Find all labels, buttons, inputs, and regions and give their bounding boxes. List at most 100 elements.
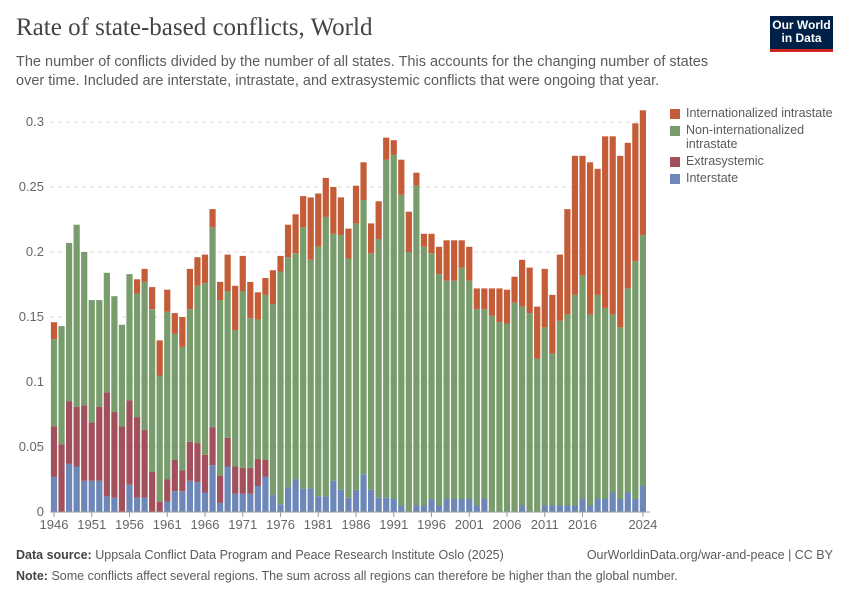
url-link[interactable]: OurWorldinData.org/war-and-peace | CC BY xyxy=(586,548,833,562)
bar-segment xyxy=(632,261,639,499)
bar-segment xyxy=(73,224,80,407)
bar-segment xyxy=(254,458,261,486)
bar-segment xyxy=(50,322,58,340)
bar-segment xyxy=(126,484,133,512)
note: Note: Some conflicts affect several regi… xyxy=(16,569,678,583)
bar-segment xyxy=(639,235,646,486)
bar-segment xyxy=(617,155,624,328)
bar-segment xyxy=(88,480,95,512)
legend-item[interactable]: Internationalized intrastate xyxy=(670,106,850,120)
bar-segment xyxy=(247,467,254,494)
bar-segment xyxy=(58,444,65,512)
bar-segment xyxy=(322,177,329,217)
bar-segment xyxy=(549,294,556,354)
legend-item[interactable]: Interstate xyxy=(670,171,850,185)
legend-item[interactable]: Extrasystemic xyxy=(670,154,850,168)
bar-segment xyxy=(269,304,277,496)
bar-segment xyxy=(571,155,579,295)
bar-segment xyxy=(284,487,292,512)
bar-segment xyxy=(564,314,571,506)
bar-segment xyxy=(66,242,73,402)
bar-segment xyxy=(50,476,58,512)
bar-segment xyxy=(503,323,511,512)
bar-segment xyxy=(526,313,533,512)
bar-segment xyxy=(602,499,609,512)
bar-segment xyxy=(149,309,156,472)
x-tick-label: 1981 xyxy=(304,517,333,532)
bar-segment xyxy=(609,314,616,493)
owid-logo[interactable]: Our World in Data xyxy=(770,16,833,52)
bar-segment xyxy=(179,491,186,512)
bar-segment xyxy=(345,258,352,498)
bar-segment xyxy=(133,279,141,294)
bar-segment xyxy=(81,252,88,406)
source-url[interactable]: OurWorldinData.org/war-and-peace | CC BY xyxy=(587,548,833,562)
bar-segment xyxy=(375,239,382,498)
bar-segment xyxy=(639,486,646,512)
bar-segment xyxy=(81,405,88,481)
bar-segment xyxy=(111,497,118,512)
bar-segment xyxy=(50,426,58,477)
bar-segment xyxy=(284,257,292,488)
bar-segment xyxy=(156,375,163,502)
bar-segment xyxy=(519,505,526,512)
bar-segment xyxy=(239,467,246,494)
bar-segment xyxy=(247,318,254,468)
bar-segment xyxy=(556,254,563,321)
bar-segment xyxy=(232,285,239,330)
bar-segment xyxy=(126,400,133,485)
bar-segment xyxy=(360,162,367,200)
bar-segment xyxy=(66,401,73,464)
bar-segment xyxy=(179,470,186,492)
bar-segment xyxy=(337,489,344,512)
legend-item[interactable]: Non-internationalized intrastate xyxy=(670,123,850,151)
bar-segment xyxy=(88,422,95,481)
legend-label: Non-internationalized intrastate xyxy=(686,123,805,151)
bar-segment xyxy=(50,339,58,427)
bar-segment xyxy=(103,272,110,393)
bar-segment xyxy=(466,499,473,512)
bar-segment xyxy=(186,309,193,442)
bar-segment xyxy=(473,505,480,512)
bar-segment xyxy=(133,293,141,418)
source-label: Data source: xyxy=(16,548,92,562)
logo-text: Our World in Data xyxy=(772,18,831,45)
y-tick-label: 0.25 xyxy=(19,179,44,194)
legend-swatch xyxy=(670,126,680,136)
bar-segment xyxy=(217,300,224,476)
bar-segment xyxy=(496,322,503,512)
bar-segment xyxy=(209,209,216,228)
bar-segment xyxy=(186,268,193,310)
bar-segment xyxy=(360,474,367,512)
bar-segment xyxy=(420,233,428,247)
bar-segment xyxy=(352,185,360,224)
stacked-bar-chart: 0 0.05 0.1 0.15 0.2 0.25 0.3 1946 1951 1956 1961 19… xyxy=(19,110,657,532)
bar-segment xyxy=(179,346,186,471)
bar-segment xyxy=(466,280,473,499)
bar-segment xyxy=(300,196,307,228)
bar-segment xyxy=(164,501,171,512)
x-tick-label: 1966 xyxy=(191,517,220,532)
bar-segment xyxy=(360,200,367,475)
bar-segment xyxy=(511,276,518,303)
bar-segment xyxy=(345,228,352,259)
bar-segment xyxy=(133,497,141,512)
bar-segment xyxy=(277,255,284,272)
bar-segment xyxy=(352,489,360,512)
x-tick-label: 2024 xyxy=(628,517,657,532)
bar-segment xyxy=(194,443,201,483)
bar-segment xyxy=(277,271,284,505)
bar-segment xyxy=(96,300,103,407)
bar-segment xyxy=(428,253,435,499)
bar-segment xyxy=(284,224,292,258)
x-tick-label: 1976 xyxy=(266,517,295,532)
bar-segment xyxy=(586,162,594,315)
bar-segment xyxy=(262,476,269,512)
bar-segment xyxy=(534,306,541,359)
bar-segment xyxy=(111,411,118,498)
bar-segment xyxy=(337,197,344,236)
bar-segment xyxy=(420,505,428,512)
bar-segment xyxy=(602,307,609,499)
bar-segment xyxy=(88,300,95,423)
bar-segment xyxy=(58,326,65,445)
